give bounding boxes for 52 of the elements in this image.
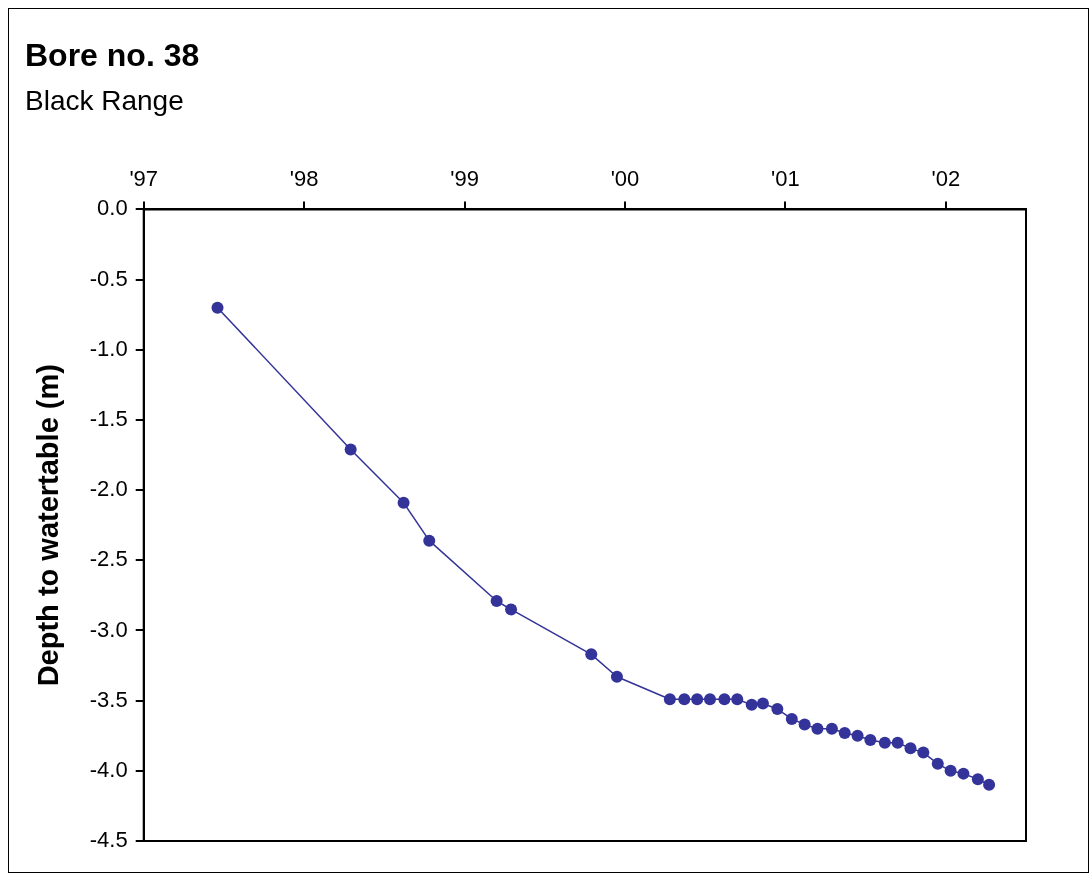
- point: [344, 443, 357, 456]
- point: [825, 722, 838, 735]
- y-tick-label: -2.0: [89, 476, 128, 502]
- y-axis-title: Depth to watertable (m): [32, 364, 65, 687]
- point: [610, 670, 623, 683]
- point: [718, 693, 731, 706]
- point: [983, 778, 996, 791]
- chart-title: Bore no. 38: [25, 37, 200, 73]
- point: [811, 722, 824, 735]
- point: [971, 773, 984, 786]
- point: [851, 729, 864, 742]
- point: [745, 698, 758, 711]
- y-tick-label: -1.5: [89, 406, 128, 431]
- y-tick-label: -1.0: [89, 335, 128, 361]
- point: [397, 496, 410, 509]
- x-tick-label: '97: [129, 166, 159, 192]
- point: [756, 697, 769, 710]
- point: [585, 648, 598, 661]
- point: [490, 594, 503, 607]
- point: [878, 736, 891, 749]
- point: [663, 693, 676, 706]
- point: [931, 757, 944, 770]
- point: [944, 764, 957, 777]
- point: [423, 534, 436, 547]
- x-tick-label: '02: [931, 166, 961, 192]
- x-tick-label: '99: [450, 166, 479, 192]
- point: [917, 746, 930, 759]
- chart-subtitle: Black Range: [25, 85, 184, 117]
- y-tick-label: -3.5: [89, 686, 128, 712]
- y-tick-label: -3.0: [89, 616, 128, 642]
- point: [703, 693, 716, 706]
- x-tick-label: '00: [610, 166, 640, 192]
- point: [785, 712, 798, 725]
- point: [798, 718, 811, 731]
- point: [904, 742, 917, 755]
- point: [864, 733, 877, 746]
- point: [891, 736, 904, 749]
- y-tick-label: -2.5: [89, 546, 128, 572]
- point: [957, 767, 970, 780]
- point: [771, 703, 784, 716]
- point: [678, 693, 691, 706]
- y-tick-label: -4.0: [89, 756, 128, 782]
- y-tick-label: -0.5: [89, 265, 128, 291]
- point: [731, 693, 744, 706]
- y-tick-label: -4.5: [89, 827, 128, 853]
- y-tick-label: 0.0: [97, 195, 128, 221]
- point: [838, 726, 851, 739]
- x-tick-label: '01: [771, 166, 800, 192]
- point: [505, 603, 518, 616]
- x-tick-label: '98: [289, 166, 319, 192]
- point: [211, 301, 224, 314]
- point: [691, 693, 704, 706]
